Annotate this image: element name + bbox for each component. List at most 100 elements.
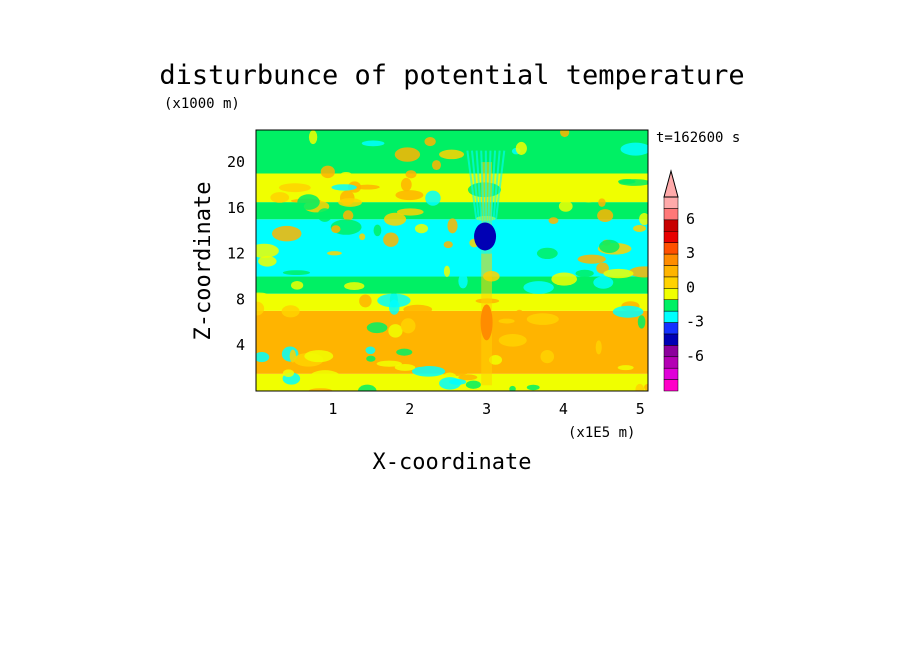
contour-blob	[498, 334, 527, 347]
contour-blob	[411, 365, 446, 377]
colorbar-swatch	[663, 379, 679, 392]
contour-blob	[637, 315, 646, 329]
contour-blob	[394, 363, 416, 371]
contour-blob	[536, 247, 558, 260]
y-tick-label: 20	[227, 153, 245, 171]
contour-blob	[365, 346, 376, 355]
contour-blob	[271, 225, 302, 242]
colorbar-swatch	[663, 208, 679, 221]
contour-blob	[618, 179, 648, 186]
colorbar-swatch	[663, 242, 679, 255]
contour-blob	[546, 330, 562, 343]
contour-blob	[599, 239, 620, 253]
contour-blob	[342, 210, 354, 221]
contour-blob	[282, 270, 311, 276]
x-tick-label: 1	[328, 400, 337, 418]
contour-blob	[568, 237, 583, 252]
contour-blob	[344, 282, 365, 291]
contour-blob	[597, 209, 614, 223]
contour-blob	[498, 318, 515, 324]
contour-blob	[268, 318, 289, 330]
disturbance-column	[481, 162, 492, 386]
contour-blob	[577, 254, 606, 264]
contour-blob	[526, 384, 540, 391]
contour-blob	[523, 281, 554, 294]
contour-blob	[256, 292, 270, 302]
colorbar-swatch	[663, 219, 679, 232]
contour-blob	[644, 383, 648, 391]
contour-blob	[383, 232, 399, 247]
contour-band-2	[256, 293, 648, 311]
y-tick-labels: 4 8 12 16 20	[227, 153, 245, 354]
contour-blob	[556, 185, 585, 198]
plot-frame	[255, 129, 649, 392]
colorbar-extend-arrow	[663, 169, 679, 198]
chart-title: disturbunce of potential temperature	[159, 60, 744, 91]
y-unit-label: (x1000 m)	[164, 96, 240, 112]
y-axis-label: Z-coordinate	[191, 182, 216, 341]
contour-blob	[409, 355, 432, 367]
contour-blob	[308, 388, 333, 391]
contour-blob	[256, 243, 279, 258]
contour-blob	[639, 212, 648, 226]
contour-blob	[509, 385, 516, 391]
contour-blob	[400, 177, 412, 192]
contour-blob	[403, 304, 433, 315]
colorbar-tick-label: -3	[686, 313, 704, 331]
contour-blob	[258, 255, 277, 267]
contour-blob	[596, 262, 609, 274]
contour-blob	[308, 130, 318, 145]
contour-blob	[598, 198, 606, 207]
y-tick-label: 8	[236, 290, 245, 308]
contour-blob	[439, 377, 461, 390]
time-label: t=162600 s	[656, 130, 740, 146]
contour-blob	[595, 340, 602, 355]
colorbar-swatch	[663, 253, 679, 266]
contour-blob	[282, 369, 295, 377]
contour-blob	[611, 342, 623, 353]
contour-blob	[270, 192, 290, 203]
contour-blob	[339, 245, 355, 252]
contour-blob	[424, 137, 436, 147]
contour-blob	[331, 225, 341, 233]
contour-blob	[513, 309, 525, 326]
x-axis-label: X-coordinate	[373, 450, 532, 475]
colorbar-swatch	[663, 299, 679, 312]
contour-blob	[597, 297, 611, 305]
contour-blob	[400, 318, 416, 334]
x-tick-label: 3	[482, 400, 491, 418]
colorbar-swatch	[663, 333, 679, 346]
contour-blob	[281, 305, 300, 318]
x-unit-label: (x1E5 m)	[568, 425, 635, 441]
contour-blob	[526, 313, 559, 325]
contour-blob	[361, 140, 385, 147]
contour-blob	[309, 301, 319, 310]
colorbar-swatch	[663, 322, 679, 335]
contour-blob	[373, 224, 382, 237]
colorbar: 6 3 0 -3 -6	[663, 169, 704, 392]
contour-blob	[394, 147, 421, 162]
contour-blob	[396, 348, 413, 356]
contour-blob	[357, 384, 377, 391]
contour-blob	[629, 266, 648, 278]
contour-blob	[548, 217, 559, 224]
contour-blob	[439, 149, 465, 160]
contour-blob	[331, 184, 357, 191]
colorbar-swatch	[663, 367, 679, 380]
contour-blob	[447, 218, 458, 234]
contour-blob	[297, 194, 320, 210]
contour-blob	[396, 208, 424, 216]
colorbar-swatch	[663, 288, 679, 300]
contour-blob	[465, 380, 481, 389]
contour-blob	[428, 248, 454, 254]
contour-blob	[431, 160, 441, 171]
contour-band-3	[256, 276, 648, 294]
contour-blob	[320, 165, 335, 179]
x-tick-label: 4	[559, 400, 568, 418]
contour-blob	[340, 172, 352, 177]
contour-blob	[414, 223, 429, 234]
contour-blob	[443, 241, 453, 249]
contour-blob	[551, 272, 577, 286]
contour-blob	[515, 141, 527, 155]
